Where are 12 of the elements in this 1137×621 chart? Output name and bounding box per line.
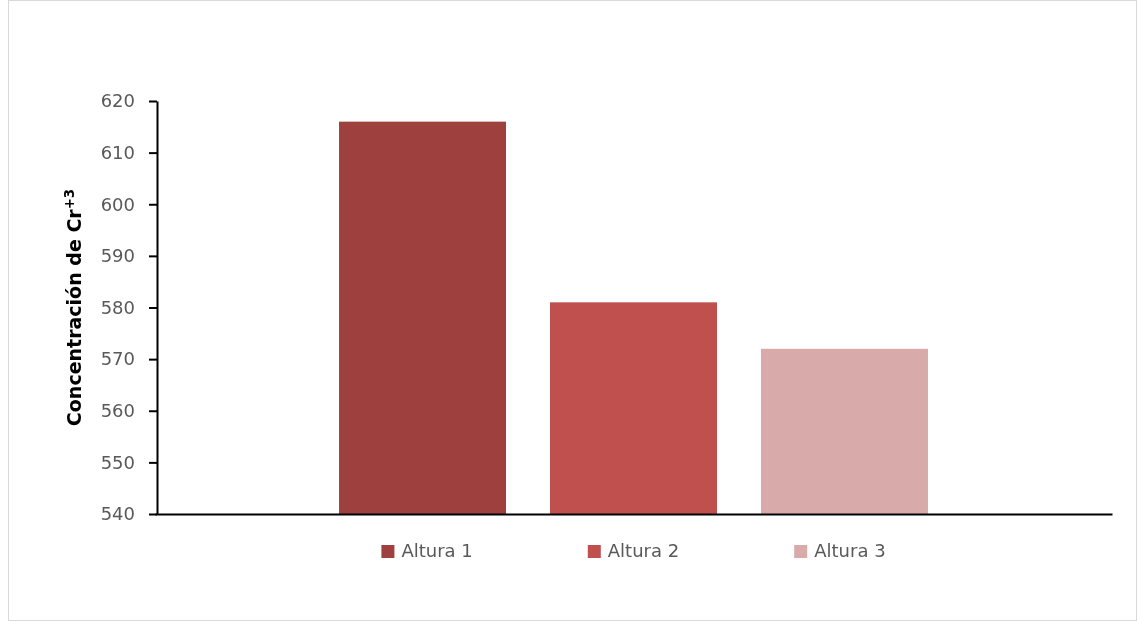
y-tick-label: 570 <box>100 348 135 370</box>
y-tick-label: 600 <box>100 193 135 215</box>
y-tick-label: 610 <box>100 141 135 163</box>
y-tick-label: 620 <box>100 90 135 112</box>
y-tick-label: 540 <box>100 503 135 525</box>
y-tick-label: 550 <box>100 451 135 473</box>
legend-label: Altura 3 <box>814 540 886 562</box>
y-tick-label: 560 <box>100 400 135 422</box>
legend-label: Altura 2 <box>607 540 680 562</box>
y-tick-label: 580 <box>100 296 135 318</box>
legend-label: Altura 1 <box>401 540 473 562</box>
y-tick-label: 590 <box>100 245 135 267</box>
